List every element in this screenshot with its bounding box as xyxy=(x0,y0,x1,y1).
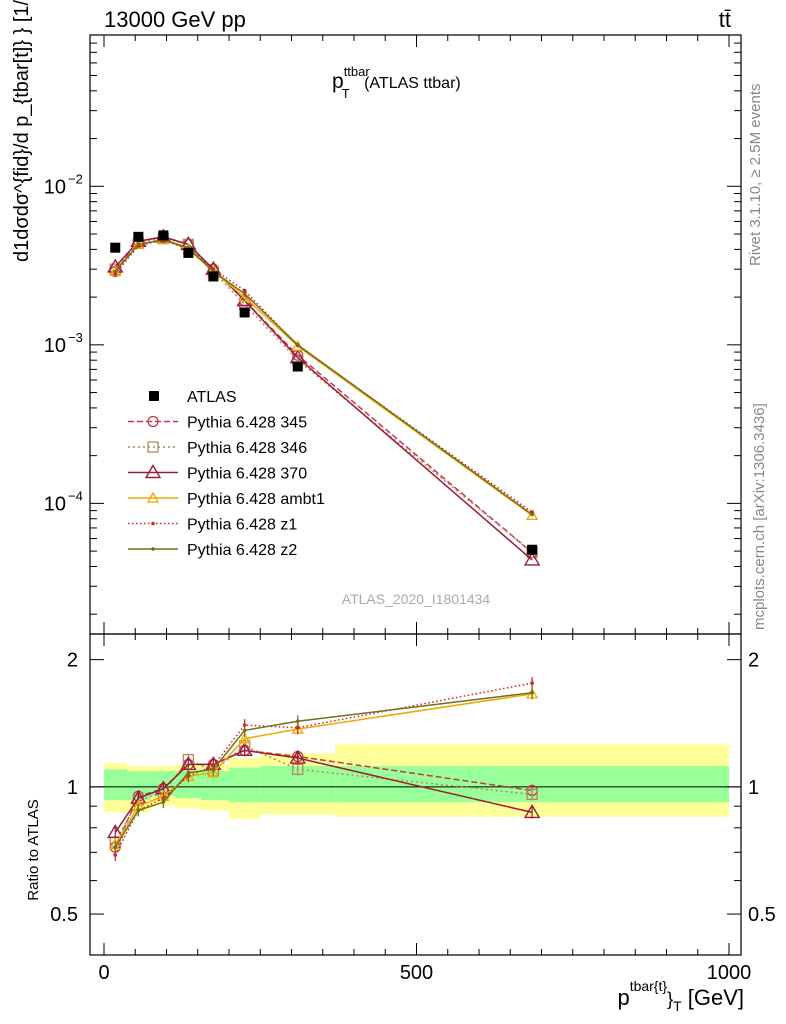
y-tick-label: 10 xyxy=(44,493,66,515)
ratio-stat-band xyxy=(229,767,261,803)
xlabel-sub2: T xyxy=(673,998,682,1014)
ratio-point-5 xyxy=(161,800,166,804)
series-point-5 xyxy=(136,242,141,247)
ratio-point-3 xyxy=(207,766,220,778)
y-tick-label: 10 xyxy=(44,335,66,357)
atlas-point xyxy=(292,361,303,372)
y-tick-label: 10 xyxy=(44,176,66,198)
series-line-2 xyxy=(114,236,533,561)
ratio-plot: 0 500 1000 0.5 0.5 1 1 2 2 xyxy=(50,633,776,984)
atlas-point xyxy=(183,247,194,258)
ratio-point-5 xyxy=(295,719,300,724)
legend-marker-3 xyxy=(146,491,160,503)
legend-label-atlas: ATLAS xyxy=(187,389,237,406)
ratio-line-3 xyxy=(114,693,533,845)
y-tick-exponent: −2 xyxy=(68,171,83,186)
series-point-2 xyxy=(523,551,541,566)
series-point-5 xyxy=(530,512,534,517)
ratio-point-5 xyxy=(113,845,118,849)
plot-title: pttbar T (ATLAS ttbar) xyxy=(332,64,461,101)
ratio-y-tick-label: 1 xyxy=(67,777,78,799)
ratio-line-5 xyxy=(114,691,533,848)
legend-label-4: Pythia 6.428 z1 xyxy=(187,517,297,534)
ratio-stat-band xyxy=(104,769,128,801)
ratio-y-tick-label-right: 1 xyxy=(748,777,759,799)
series-point-5 xyxy=(242,291,247,296)
legend-marker-atlas xyxy=(149,391,159,401)
ratio-y-tick-label-right: 2 xyxy=(748,650,759,672)
xlabel-sup: tbar{t} xyxy=(630,978,668,994)
legend-marker-1 xyxy=(147,441,159,453)
series-line-4 xyxy=(114,238,533,513)
ratio-point-2 xyxy=(289,749,306,764)
legend-marker-4 xyxy=(151,521,155,526)
title-sub: T xyxy=(342,86,350,101)
ratio-point-2 xyxy=(523,804,541,819)
title-suffix: (ATLAS ttbar) xyxy=(360,75,461,92)
ratio-y-tick-label: 0.5 xyxy=(50,904,78,926)
atlas-point xyxy=(110,242,121,253)
mcplots-label: mcplots.cern.ch [arXiv:1306.3436] xyxy=(751,403,768,630)
ratio-line-2 xyxy=(114,749,533,833)
ratio-y-tick-label: 2 xyxy=(67,650,78,672)
ratio-point-4 xyxy=(530,681,534,685)
ratio-point-5 xyxy=(211,767,216,772)
ratio-point-1 xyxy=(292,763,304,776)
title-sup: ttbar xyxy=(344,64,371,79)
x-tick-label: 0 xyxy=(98,962,109,984)
atlas-point xyxy=(133,231,144,242)
ratio-point-4 xyxy=(113,853,118,857)
y-tick-exponent: −3 xyxy=(68,330,83,345)
ratio-y-tick-label-right: 0.5 xyxy=(748,904,776,926)
xlabel-sub: } xyxy=(667,989,673,1009)
legend-marker-5 xyxy=(151,547,155,551)
ratio-stat-band xyxy=(127,771,151,801)
legend-label-0: Pythia 6.428 345 xyxy=(187,415,307,432)
energy-label: 13000 GeV pp xyxy=(104,7,246,32)
ratio-point-4 xyxy=(295,725,300,730)
ratio-frame xyxy=(89,633,742,956)
title-main: p xyxy=(332,70,344,93)
ratio-point-3 xyxy=(238,732,251,744)
series-point-4 xyxy=(242,288,247,293)
process-label: tt̄ xyxy=(719,7,731,32)
legend-label-3: Pythia 6.428 ambt1 xyxy=(187,491,325,508)
ratio-point-2 xyxy=(107,824,124,839)
atlas-point xyxy=(158,230,169,241)
x-tick-label: 500 xyxy=(400,962,433,984)
xlabel: ptbar{t}}T [GeV] xyxy=(617,978,744,1014)
x-tick-label: 1000 xyxy=(707,962,752,984)
legend: ATLAS Pythia 6.428 345 Pythia 6.428 346 Pyt… xyxy=(128,389,325,559)
series-point-5 xyxy=(113,269,118,274)
ratio-ylabel: Ratio to ATLAS xyxy=(25,799,42,900)
series-point-3 xyxy=(526,509,539,521)
analysis-watermark: ATLAS_2020_I1801434 xyxy=(342,591,491,607)
ratio-point-1 xyxy=(526,788,538,800)
xlabel-unit: [GeV] xyxy=(682,985,744,1010)
xlabel-main: p xyxy=(617,985,629,1010)
series-point-5 xyxy=(295,343,300,347)
main-ylabel: d1dσdσ^{fid}/d p_{tbar[t]} } [1/GeV] xyxy=(11,0,33,262)
ratio-line-1 xyxy=(114,745,533,843)
legend-marker-0 xyxy=(147,415,159,428)
ratio-point-5 xyxy=(242,728,247,733)
legend-marker-2 xyxy=(144,464,162,479)
legend-label-5: Pythia 6.428 z2 xyxy=(187,542,297,559)
rivet-label: Rivet 3.1.10, ≥ 2.5M events xyxy=(747,84,764,267)
atlas-point xyxy=(239,307,250,318)
atlas-point xyxy=(527,544,538,555)
main-plot: 10−210−310−4 xyxy=(44,34,742,955)
legend-label-1: Pythia 6.428 346 xyxy=(187,440,307,457)
atlas-point xyxy=(208,271,219,282)
legend-label-2: Pythia 6.428 370 xyxy=(187,466,307,483)
y-tick-exponent: −4 xyxy=(68,488,83,503)
ratio-point-5 xyxy=(186,770,191,775)
series-line-5 xyxy=(114,238,533,516)
ratio-point-5 xyxy=(136,808,141,813)
ratio-point-5 xyxy=(530,690,534,695)
ratio-point-2 xyxy=(236,741,253,757)
